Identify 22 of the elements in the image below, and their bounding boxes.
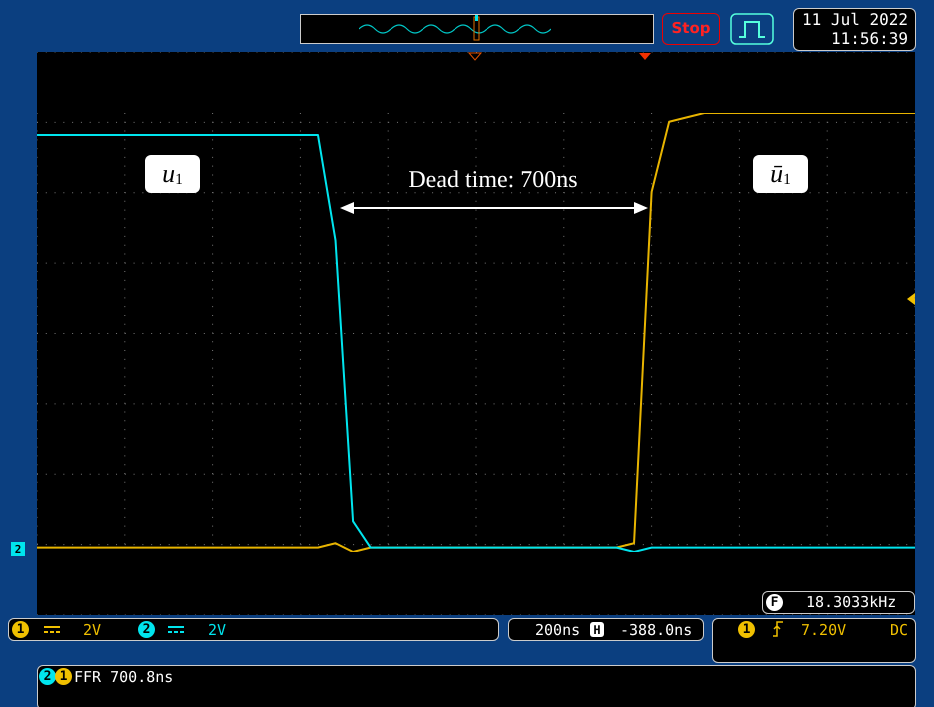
- text: 2: [39, 668, 56, 685]
- text: 1: [12, 621, 29, 638]
- annotation: u$_{1}$: [145, 155, 200, 193]
- text: 2: [11, 542, 25, 556]
- text: 200ns: [535, 621, 580, 639]
- text: FFR 700.8ns: [74, 668, 174, 686]
- text: 1: [738, 621, 755, 638]
- text: 7.20V: [801, 621, 846, 639]
- text: DC: [890, 621, 908, 639]
- text: 1: [55, 668, 72, 685]
- annotation: ū$_{1}$: [753, 155, 808, 193]
- text: F: [766, 594, 783, 611]
- text: 11:56:39: [830, 29, 908, 48]
- text: Stop: [670, 19, 712, 37]
- text: -388.0ns: [620, 621, 692, 639]
- text: 11 Jul 2022: [802, 10, 908, 29]
- text: 2V: [208, 621, 226, 639]
- annotation: Dead time: 700ns: [407, 167, 579, 193]
- text: 2: [138, 621, 155, 638]
- text: 18.3033kHz: [806, 593, 896, 611]
- text: 2V: [83, 621, 102, 639]
- text: H: [590, 622, 604, 637]
